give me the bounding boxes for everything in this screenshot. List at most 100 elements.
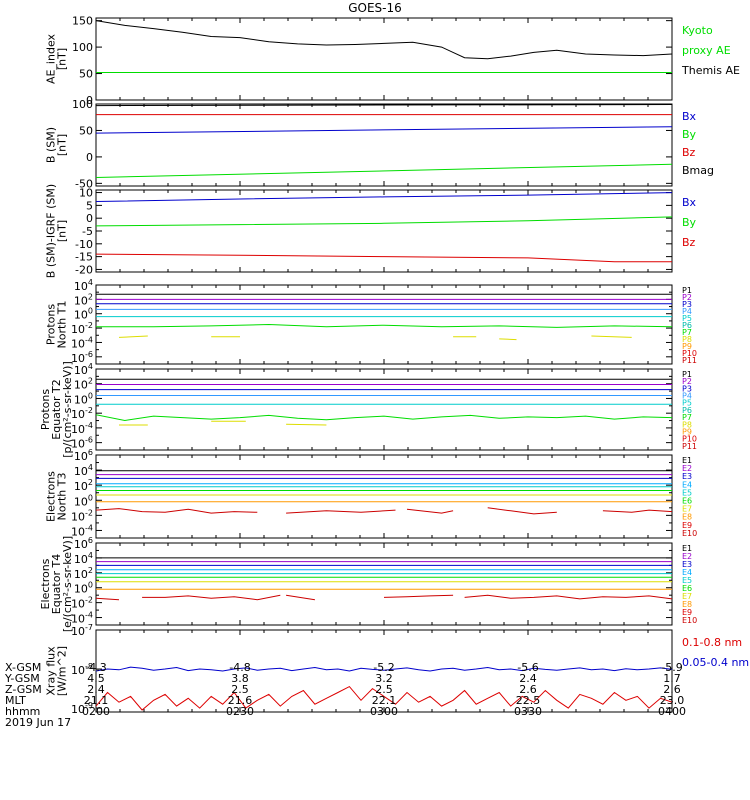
y-tick-label: 0 [86, 212, 93, 225]
y-tick-label: 10-4 [71, 335, 93, 350]
panel-frame [95, 17, 673, 101]
y-axis-label: Equator T2 [50, 379, 63, 439]
y-tick-label: 10-4 [71, 421, 93, 436]
y-tick-label: 50 [79, 68, 93, 81]
legend-entry: 0.1-0.8 nm [682, 636, 742, 649]
page-title: GOES-16 [348, 1, 402, 15]
legend-entry: P4 [682, 307, 692, 316]
y-tick-label: 10-2 [71, 508, 93, 523]
legend-entry: P11 [682, 442, 697, 451]
legend-entry: E3 [682, 560, 692, 569]
y-tick-label: 100 [74, 307, 93, 322]
y-tick-label: -10 [75, 238, 93, 251]
panel-frame [95, 284, 673, 365]
y-tick-label: 102 [74, 377, 93, 392]
legend-entry: proxy AE [682, 44, 731, 57]
x-tick-value: 3.2 [375, 672, 393, 685]
y-tick-label: -15 [75, 251, 93, 264]
y-axis-label: North T3 [56, 473, 69, 521]
x-row-label: 2019 Jun 17 [5, 716, 71, 729]
legend-entry: P4 [682, 392, 692, 401]
x-tick-value: 4.5 [87, 672, 105, 685]
series-line [602, 509, 672, 513]
legend-entry: Bz [682, 146, 696, 159]
legend-entry: E2 [682, 552, 692, 561]
legend-entry: P6 [682, 321, 692, 330]
y-axis-label: Electrons [39, 558, 52, 609]
panel-frame [95, 103, 673, 187]
y-tick-label: 10 [79, 187, 93, 200]
legend-entry: E4 [682, 568, 692, 577]
y-tick-label: -20 [75, 263, 93, 276]
x-tick-value: 22.5 [516, 694, 541, 707]
y-tick-label: 50 [79, 124, 93, 137]
legend-entry: P1 [682, 370, 692, 379]
series-line [96, 104, 672, 107]
panel-frame [95, 542, 673, 626]
series-line [286, 594, 315, 601]
y-tick-label: 100 [74, 493, 93, 508]
x-tick-value: -5.6 [517, 661, 538, 674]
legend-entry: E2 [682, 464, 692, 473]
series-line [118, 335, 148, 338]
legend-entry: E6 [682, 584, 692, 593]
panel-frame [95, 454, 673, 539]
x-tick-value: 0400 [658, 705, 686, 718]
panel-ae: 0 50 100 150 AE_index[nT] Kyoto proxy AE Themis… [45, 15, 740, 107]
x-tick-value: 0300 [370, 705, 398, 718]
series-line [286, 423, 327, 426]
y-tick-label: 100 [72, 98, 93, 111]
y-tick-label: 0 [86, 151, 93, 164]
legend-entry: P5 [682, 314, 692, 323]
x-tick-value: -5.2 [373, 661, 394, 674]
y-tick-label: 100 [74, 391, 93, 406]
y-axis-label: B (SM)-IGRF (SM) [45, 184, 58, 278]
x-tick-value: 2.6 [663, 683, 681, 696]
x-tick-value: 3.8 [231, 672, 249, 685]
y-axis-label: Xray flux [45, 646, 58, 696]
legend-entry: P10 [682, 435, 697, 444]
y-tick-label: 10-4 [71, 523, 93, 538]
legend-entry: By [682, 128, 697, 141]
legend-entry: Bx [682, 196, 697, 209]
x-tick-value: 2.4 [87, 683, 105, 696]
y-tick-label: 10-2 [71, 596, 93, 611]
series-line [96, 163, 672, 178]
legend-entry: E8 [682, 600, 692, 609]
series-line [406, 508, 454, 514]
y-tick-label: 106 [74, 536, 93, 551]
legend-entry: E3 [682, 472, 692, 481]
x-tick-value: -5.9 [661, 661, 682, 674]
legend-entry: E1 [682, 544, 692, 553]
x-row-label: Z-GSM [5, 683, 42, 696]
y-axis-label: Electrons [45, 471, 58, 522]
y-tick-label: 10-7 [71, 623, 93, 638]
y-axis-label: Protons [45, 304, 58, 345]
series-line [96, 666, 672, 672]
series-line [96, 323, 672, 328]
y-tick-label: 106 [74, 448, 93, 463]
y-tick-label: 102 [74, 292, 93, 307]
y-axis-label: [nT] [56, 220, 69, 242]
y-tick-label: 10-6 [71, 350, 93, 365]
y-tick-label: 10-2 [71, 321, 93, 336]
legend-entry: P6 [682, 406, 692, 415]
panel-xray: 10-9 10-8 10-7 Xray flux[W/m^2] 0.1-0.8 nm 0.… [45, 623, 750, 716]
y-tick-label: 102 [74, 566, 93, 581]
y-tick-label: 10-8 [71, 662, 93, 677]
y-tick-label: 0 [86, 94, 93, 107]
legend-entry: E5 [682, 488, 692, 497]
x-tick-value: 23.0 [660, 694, 685, 707]
y-tick-label: 104 [74, 278, 93, 293]
legend-entry: E1 [682, 456, 692, 465]
legend-entry: P7 [682, 413, 692, 422]
legend-entry: E9 [682, 521, 692, 530]
y-axis-label: B (SM) [45, 127, 58, 163]
legend-entry: E6 [682, 497, 692, 506]
y-axis-label: [p/(cm²-s-sr-keV)] [61, 361, 74, 458]
panel-frame [95, 189, 673, 273]
y-tick-label: 10-4 [71, 611, 93, 626]
